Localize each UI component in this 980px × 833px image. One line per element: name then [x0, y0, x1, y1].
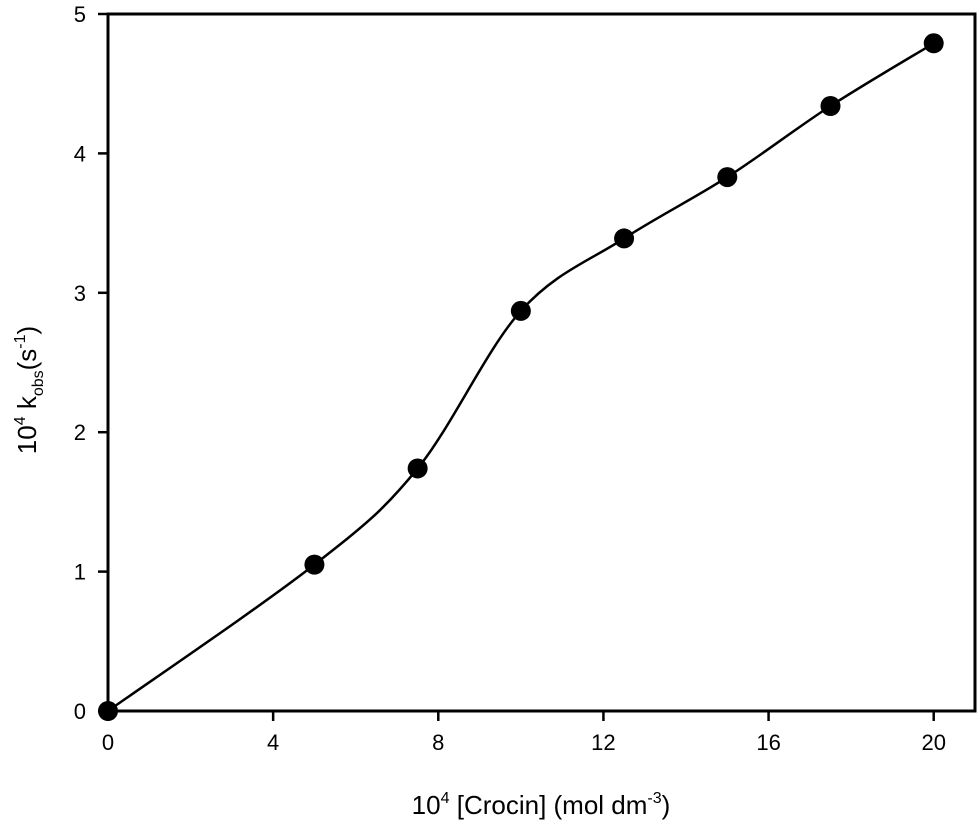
data-point — [717, 167, 738, 188]
x-tick-label: 12 — [591, 730, 615, 755]
y-axis-label: 104 kobs(s-1) — [12, 326, 47, 454]
data-point — [407, 458, 428, 479]
y-tick-label: 4 — [74, 141, 86, 166]
y-tick-label: 0 — [74, 699, 86, 724]
plot-frame — [106, 12, 977, 713]
y-tick-label: 1 — [74, 560, 86, 585]
data-point — [98, 701, 118, 721]
data-point — [304, 554, 325, 575]
data-point — [820, 96, 841, 117]
data-point — [923, 33, 944, 54]
y-tick-label: 5 — [74, 2, 86, 27]
y-tick-label: 3 — [74, 281, 86, 306]
data-point — [510, 300, 531, 321]
x-tick-label: 0 — [102, 730, 114, 755]
x-axis-label: 104 [Crocin] (mol dm-3) — [412, 790, 671, 820]
y-tick-label: 2 — [74, 420, 86, 445]
x-tick-label: 16 — [756, 730, 780, 755]
fit-curve — [107, 42, 935, 713]
x-tick-label: 8 — [432, 730, 444, 755]
x-tick-label: 4 — [267, 730, 279, 755]
data-point — [614, 228, 635, 249]
x-tick-label: 20 — [921, 730, 945, 755]
